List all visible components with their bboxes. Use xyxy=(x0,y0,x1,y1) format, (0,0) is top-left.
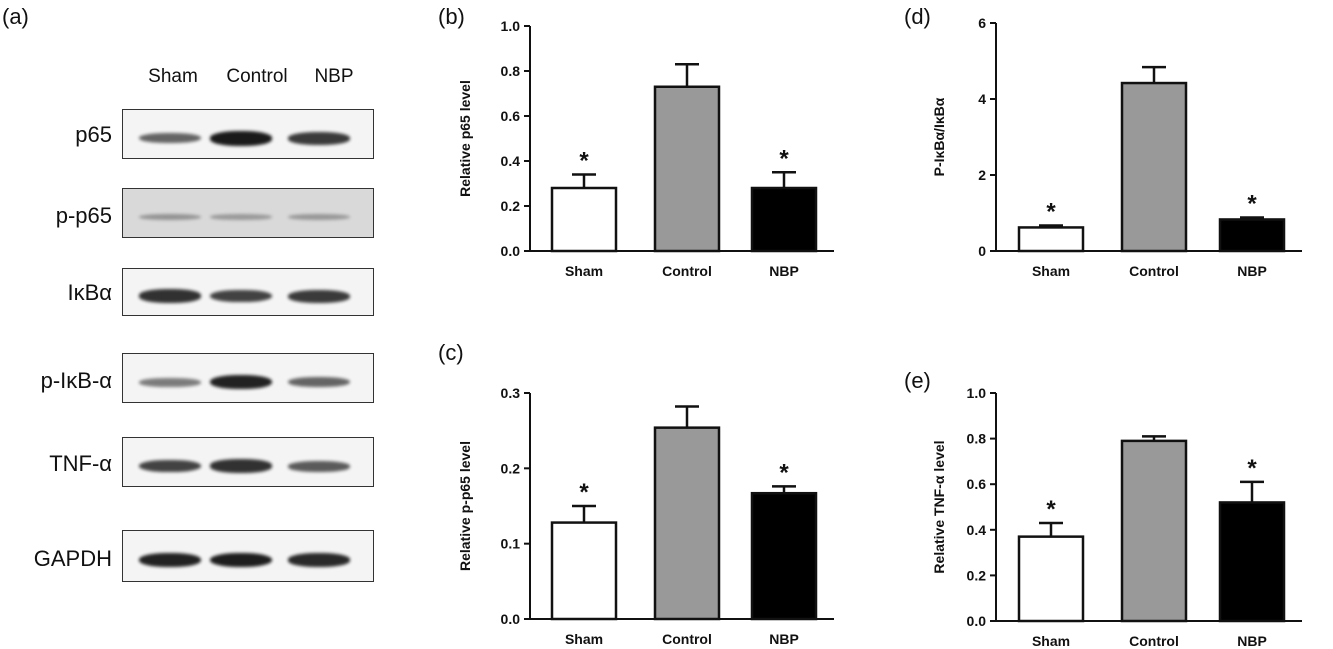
blot-band xyxy=(139,377,201,387)
y-axis-label: Relative p65 level xyxy=(457,80,473,197)
y-axis-label: Relative TNF-α level xyxy=(931,440,947,573)
significance-marker: * xyxy=(1046,199,1056,226)
blot-membrane xyxy=(122,437,374,487)
bar-nbp xyxy=(750,491,818,621)
significance-marker: * xyxy=(579,479,589,506)
blot-band xyxy=(139,459,201,473)
blot-membrane xyxy=(122,353,374,403)
y-tick-label: 0.2 xyxy=(501,460,521,476)
y-tick-label: 0.0 xyxy=(967,613,987,629)
blot-band xyxy=(288,376,350,388)
panel-a-letter: (a) xyxy=(2,4,29,29)
blot-membrane xyxy=(122,268,374,316)
blot-label: IκBα xyxy=(67,280,112,305)
blot-band xyxy=(210,214,272,220)
blot-band xyxy=(139,289,201,303)
x-tick-label: NBP xyxy=(1237,263,1267,279)
blot-membrane xyxy=(122,109,374,159)
blot-label: GAPDH xyxy=(33,546,112,571)
panel-e-letter: (e) xyxy=(904,368,931,393)
blot-band xyxy=(288,289,350,303)
y-tick-label: 1.0 xyxy=(501,18,521,34)
blot-band xyxy=(210,374,272,390)
x-tick-label: Sham xyxy=(1032,263,1070,279)
panel-c-letter: (c) xyxy=(438,340,464,365)
bar-sham xyxy=(1017,226,1085,253)
blot-band xyxy=(139,213,201,221)
panel-d-letter: (d) xyxy=(904,4,931,29)
blot-band xyxy=(210,552,272,568)
panel-b-letter: (b) xyxy=(438,4,465,29)
blot-label: p65 xyxy=(75,122,112,147)
x-tick-label: Control xyxy=(1129,263,1179,279)
bar-control xyxy=(653,85,721,253)
y-tick-label: 2 xyxy=(978,167,986,183)
y-tick-label: 0 xyxy=(978,243,986,259)
blot-band xyxy=(139,552,201,568)
y-tick-label: 0.3 xyxy=(501,385,521,401)
y-tick-label: 0.4 xyxy=(501,153,521,169)
bar-nbp xyxy=(750,186,818,253)
y-tick-label: 6 xyxy=(978,15,986,31)
bar-control xyxy=(1120,81,1188,253)
bar-control xyxy=(653,426,721,621)
x-tick-label: Control xyxy=(662,631,712,647)
blot-membrane xyxy=(122,188,374,238)
y-tick-label: 0.8 xyxy=(501,63,521,79)
bar-nbp xyxy=(1218,501,1286,623)
y-tick-label: 1.0 xyxy=(967,385,987,401)
bar-sham xyxy=(1017,535,1085,623)
significance-marker: * xyxy=(1046,496,1056,523)
x-tick-label: NBP xyxy=(769,263,799,279)
significance-marker: * xyxy=(1247,191,1257,218)
significance-marker: * xyxy=(779,459,789,486)
lane-label-control: Control xyxy=(226,66,288,87)
blot-label: p-IκB-α xyxy=(40,368,112,393)
x-tick-label: NBP xyxy=(769,631,799,647)
blot-band xyxy=(210,130,272,146)
bar-sham xyxy=(550,186,618,253)
blot-band xyxy=(139,132,201,144)
y-tick-label: 0.1 xyxy=(501,536,521,552)
blot-band xyxy=(210,289,272,303)
blot-label: p-p65 xyxy=(55,203,112,228)
x-tick-label: Control xyxy=(662,263,712,279)
significance-marker: * xyxy=(1247,455,1257,482)
blot-band xyxy=(288,213,350,221)
x-tick-label: Sham xyxy=(565,263,603,279)
y-tick-label: 0.6 xyxy=(501,108,521,124)
y-tick-label: 0.4 xyxy=(967,522,987,538)
y-tick-label: 4 xyxy=(978,91,986,107)
y-axis-label: Relative p-p65 level xyxy=(457,441,473,571)
blot-label: TNF-α xyxy=(49,451,112,476)
significance-marker: * xyxy=(579,148,589,175)
y-tick-label: 0.8 xyxy=(967,431,987,447)
x-tick-label: Sham xyxy=(565,631,603,647)
bar-nbp xyxy=(1218,218,1286,253)
y-axis-label: P-IκBα/IκBα xyxy=(931,97,947,176)
x-tick-label: Sham xyxy=(1032,633,1070,649)
x-tick-label: NBP xyxy=(1237,633,1267,649)
blot-band xyxy=(288,131,350,145)
y-tick-label: 0.2 xyxy=(967,567,987,583)
y-tick-label: 0.2 xyxy=(501,198,521,214)
y-tick-label: 0.0 xyxy=(501,611,521,627)
blot-band xyxy=(210,459,272,473)
blot-band xyxy=(288,553,350,567)
blot-membrane xyxy=(122,530,374,582)
bar-control xyxy=(1120,439,1188,623)
y-tick-label: 0.0 xyxy=(501,243,521,259)
lane-label-sham: Sham xyxy=(148,66,198,87)
x-tick-label: Control xyxy=(1129,633,1179,649)
blot-band xyxy=(288,460,350,472)
y-tick-label: 0.6 xyxy=(967,476,987,492)
lane-label-nbp: NBP xyxy=(314,66,354,87)
bar-sham xyxy=(550,521,618,621)
significance-marker: * xyxy=(779,145,789,172)
